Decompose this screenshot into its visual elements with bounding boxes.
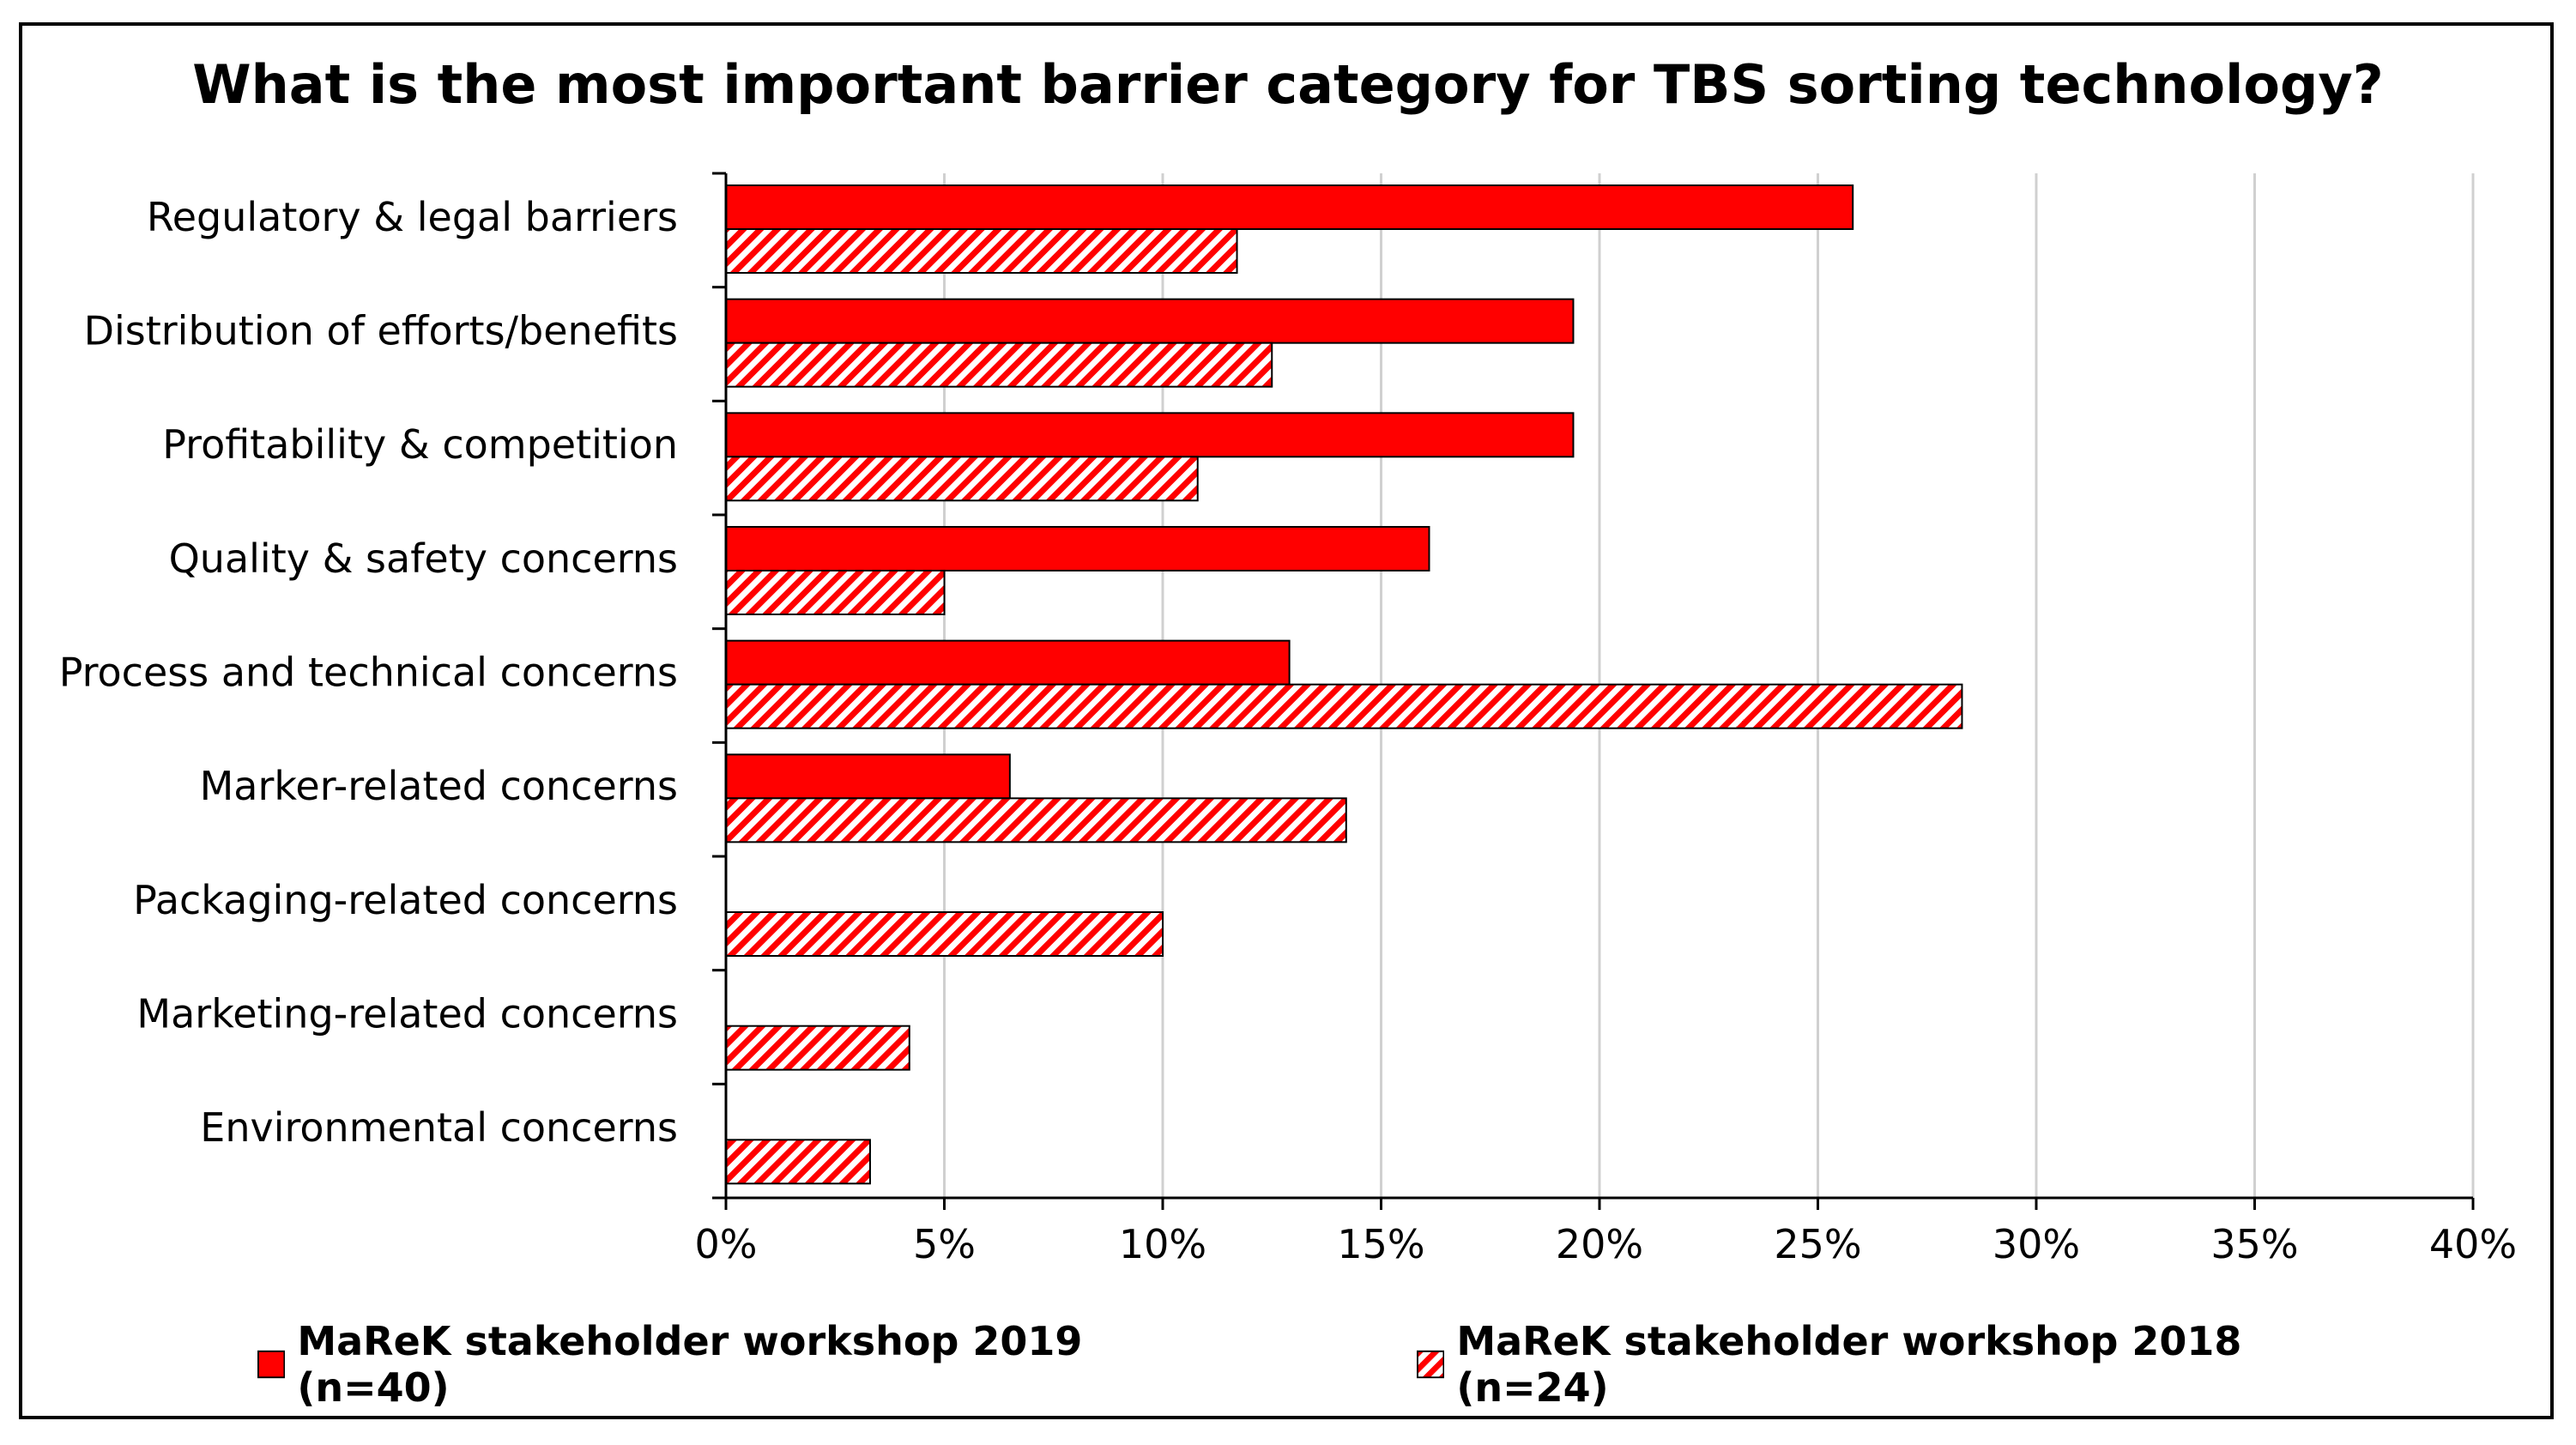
bar-2018 bbox=[725, 911, 1164, 957]
category-label: Marker-related concerns bbox=[200, 763, 678, 809]
x-tick-label: 35% bbox=[2210, 1221, 2298, 1267]
category-label: Marketing-related concerns bbox=[136, 991, 678, 1037]
x-tick-label: 40% bbox=[2429, 1221, 2517, 1267]
x-tick-label: 20% bbox=[1556, 1221, 1643, 1267]
x-tick-label: 5% bbox=[913, 1221, 976, 1267]
category-label: Distribution of efforts/benefits bbox=[84, 308, 678, 354]
category-label: Packaging-related concerns bbox=[133, 877, 678, 923]
legend-item-2019: MaReK stakeholder workshop 2019 (n=40) bbox=[257, 1318, 1202, 1411]
x-tick-label: 25% bbox=[1774, 1221, 1861, 1267]
legend-item-2018: MaReK stakeholder workshop 2018 (n=24) bbox=[1417, 1318, 2361, 1411]
category-label: Profitability & competition bbox=[162, 421, 678, 468]
legend-label-2019: MaReK stakeholder workshop 2019 (n=40) bbox=[297, 1318, 1083, 1411]
bar-2018 bbox=[725, 342, 1273, 388]
x-tick-label: 15% bbox=[1337, 1221, 1424, 1267]
bar-2019 bbox=[725, 526, 1430, 571]
category-label: Regulatory & legal barriers bbox=[147, 194, 678, 240]
category-label: Quality & safety concerns bbox=[169, 535, 678, 582]
bar-2018 bbox=[725, 456, 1199, 502]
bar-2018 bbox=[725, 1025, 910, 1071]
bar-2018 bbox=[725, 228, 1238, 274]
bar-2019 bbox=[725, 639, 1291, 686]
legend-label-2018: MaReK stakeholder workshop 2018 (n=24) bbox=[1456, 1318, 2242, 1411]
bar-2018 bbox=[725, 683, 1963, 729]
legend-swatch-hatched bbox=[1417, 1350, 1445, 1379]
bar-2018 bbox=[725, 570, 946, 615]
bar-2019 bbox=[725, 184, 1854, 230]
x-tick-label: 10% bbox=[1119, 1221, 1206, 1267]
bar-2018 bbox=[725, 1139, 871, 1185]
bar-2019 bbox=[725, 753, 1011, 800]
bar-2018 bbox=[725, 797, 1347, 843]
legend-swatch-solid bbox=[257, 1350, 286, 1379]
category-label: Environmental concerns bbox=[200, 1104, 678, 1151]
category-label: Process and technical concerns bbox=[59, 650, 678, 696]
x-tick-label: 30% bbox=[1992, 1221, 2080, 1267]
legend: MaReK stakeholder workshop 2019 (n=40) M… bbox=[257, 1318, 2576, 1411]
x-tick-label: 0% bbox=[695, 1221, 758, 1267]
bar-2019 bbox=[725, 412, 1575, 458]
chart-title: What is the most important barrier categ… bbox=[192, 53, 2384, 116]
bar-2019 bbox=[725, 298, 1575, 344]
